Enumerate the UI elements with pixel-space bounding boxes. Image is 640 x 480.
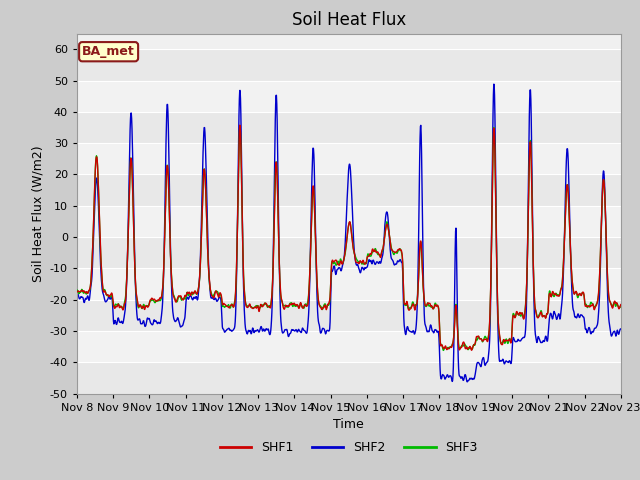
SHF3 <box>553 292 561 298</box>
SHF3 <box>505 337 513 343</box>
SHF1 <box>553 293 561 299</box>
Bar <box>77 174 621 206</box>
SHF2 <box>433 329 441 335</box>
Legend: SHF1, SHF2, SHF3: SHF1, SHF2, SHF3 <box>214 436 483 459</box>
SHF1 <box>236 122 244 128</box>
SHF1 <box>255 309 263 314</box>
SHF1 <box>505 337 513 343</box>
Bar <box>77 331 621 362</box>
X-axis label: Time: Time <box>333 418 364 431</box>
SHF3 <box>180 295 188 301</box>
SHF2 <box>553 316 561 322</box>
SHF3 <box>255 305 263 311</box>
SHF2 <box>180 316 188 322</box>
SHF2 <box>194 296 202 302</box>
Title: Soil Heat Flux: Soil Heat Flux <box>292 11 406 29</box>
SHF1 <box>180 293 188 299</box>
Bar <box>77 49 621 81</box>
SHF3 <box>440 348 447 353</box>
SHF1 <box>73 289 81 295</box>
Bar <box>77 112 621 143</box>
SHF2 <box>463 379 471 384</box>
SHF3 <box>236 124 244 130</box>
SHF2 <box>505 359 513 364</box>
SHF1 <box>468 348 476 353</box>
Text: BA_met: BA_met <box>82 45 135 58</box>
Bar <box>77 143 621 174</box>
Bar <box>77 300 621 331</box>
Line: SHF2: SHF2 <box>77 84 621 382</box>
Bar <box>77 81 621 112</box>
SHF1 <box>617 302 625 308</box>
SHF2 <box>255 329 262 335</box>
Line: SHF3: SHF3 <box>77 127 621 350</box>
Bar <box>77 237 621 268</box>
Line: SHF1: SHF1 <box>77 125 621 350</box>
SHF1 <box>434 302 442 308</box>
SHF3 <box>617 304 625 310</box>
SHF2 <box>617 326 625 332</box>
Bar <box>77 206 621 237</box>
SHF3 <box>434 303 442 309</box>
SHF1 <box>194 289 202 295</box>
SHF2 <box>73 291 81 297</box>
Bar <box>77 268 621 300</box>
SHF3 <box>73 287 81 293</box>
SHF2 <box>490 81 498 87</box>
Bar <box>77 362 621 394</box>
Y-axis label: Soil Heat Flux (W/m2): Soil Heat Flux (W/m2) <box>31 145 44 282</box>
SHF3 <box>194 288 202 294</box>
